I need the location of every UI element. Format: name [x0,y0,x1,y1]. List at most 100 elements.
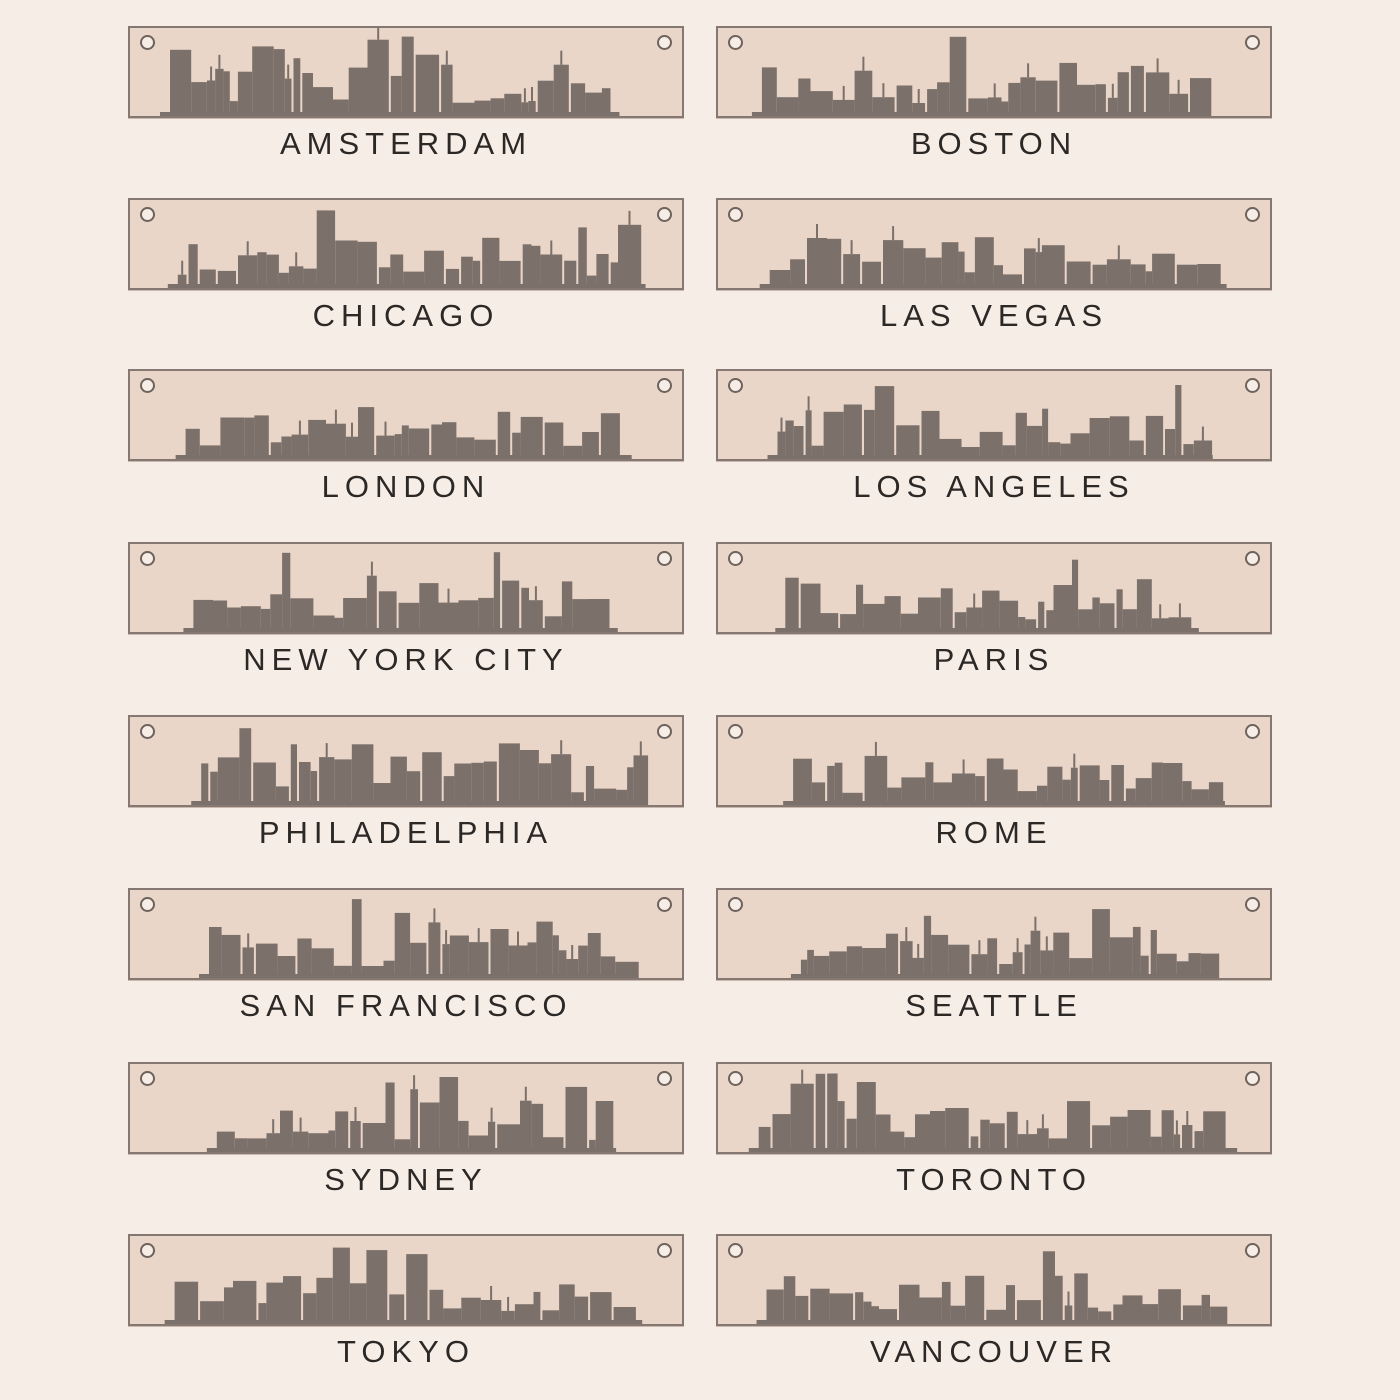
building [270,594,283,632]
building [1095,84,1106,116]
building [813,955,830,978]
mounting-hole-icon [728,35,743,50]
spire [780,417,783,432]
building [864,755,888,805]
building [1012,952,1023,978]
building [919,1297,942,1324]
building [1070,433,1090,459]
building [389,1294,405,1324]
building [1162,763,1183,805]
spire [1186,1111,1189,1125]
building [1182,1125,1193,1152]
mounting-hole-icon [728,551,743,566]
ground [783,801,1225,805]
building [890,1131,905,1152]
building [758,1126,771,1152]
city-label: SYDNEY [324,1162,488,1197]
building [1018,617,1026,632]
building [390,254,404,288]
spire [1026,1120,1029,1135]
building [633,755,649,805]
city-label: ROME [935,815,1053,850]
building [521,102,529,116]
building [266,1133,280,1152]
city-label: PARIS [933,642,1055,677]
building [999,600,1019,632]
building [284,78,292,116]
building [945,1108,969,1152]
plate-las-vegas [716,198,1272,290]
building [1087,1307,1099,1324]
building [319,757,335,805]
building [237,71,253,116]
building [970,1136,979,1152]
building [559,950,567,978]
city-plate: TOKYO [128,1234,684,1384]
building [939,438,962,459]
spire [334,409,337,424]
building [333,99,349,116]
building [519,750,539,805]
building [449,935,469,978]
spire [1073,753,1076,768]
building [1076,84,1096,116]
building [348,67,368,116]
building [1099,603,1115,632]
spire [1175,1120,1178,1135]
spire [973,593,976,608]
building [283,1276,302,1324]
building [217,757,240,805]
building [216,1131,235,1152]
building [1194,1131,1204,1152]
building [390,756,407,805]
spire [842,85,845,100]
city-plate: ROME [716,715,1272,865]
building [482,237,500,288]
plate-paris [716,542,1272,634]
building [1092,264,1107,288]
building [328,1130,336,1152]
city-label: SEATTLE [905,988,1083,1023]
building [302,73,313,116]
building [334,759,352,805]
building [424,250,444,288]
building [1020,77,1036,116]
skyline-silhouette [175,407,632,459]
mounting-hole-icon [657,1071,672,1086]
plate-new-york-city [128,542,684,634]
building [874,386,895,459]
building [1092,1125,1111,1152]
building [1201,1294,1210,1324]
building [311,948,334,978]
building [213,600,228,632]
building [258,1303,267,1324]
building [810,91,833,116]
spire [978,940,981,955]
building [966,607,983,632]
building [904,1137,915,1152]
plate-philadelphia [128,715,684,807]
building [793,426,804,459]
building [238,255,258,288]
building [1006,1111,1018,1152]
spire [874,741,877,756]
building [207,80,216,116]
building [980,1119,990,1152]
building [863,1301,872,1324]
mounting-hole-icon [1245,724,1260,739]
city-plate: SYDNEY [128,1062,684,1212]
building [1116,589,1123,632]
building [855,1292,864,1324]
building [419,1102,440,1152]
building [883,240,904,288]
building [349,1283,367,1324]
building [490,98,505,116]
ground [183,628,618,632]
building [273,49,285,116]
building [1150,930,1157,978]
mounting-hole-icon [657,724,672,739]
building [901,777,926,805]
building [807,238,827,288]
spire [816,224,818,238]
building [335,240,358,288]
